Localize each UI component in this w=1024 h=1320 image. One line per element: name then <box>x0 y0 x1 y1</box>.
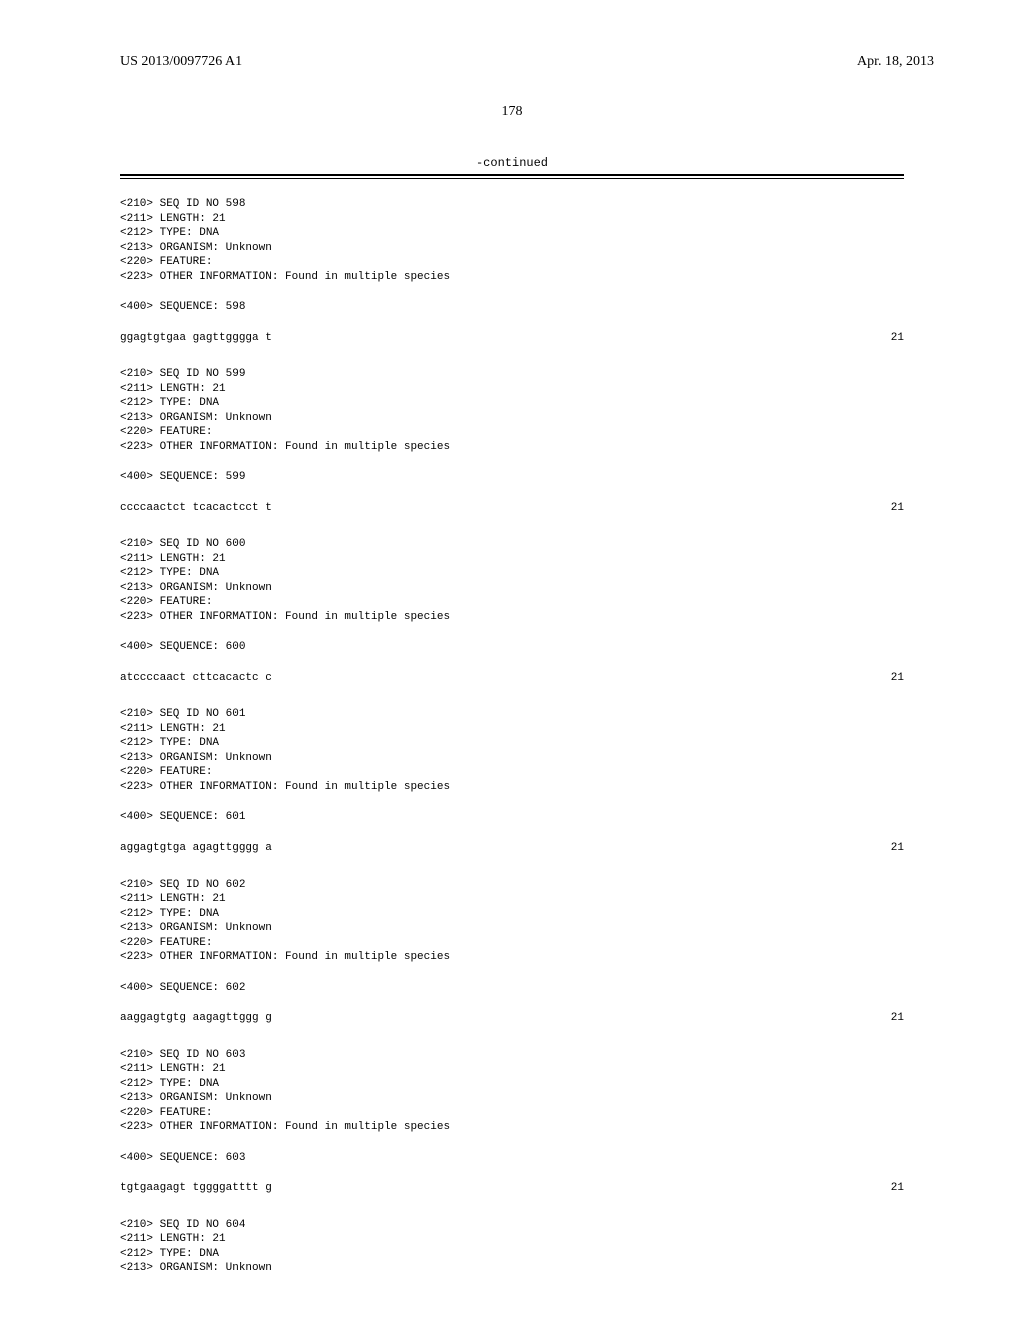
seq-header-line: <210> SEQ ID NO 599 <box>120 367 904 382</box>
seq-header-line: <211> LENGTH: 21 <box>120 382 904 397</box>
seq-len: 21 <box>891 1181 904 1196</box>
seq-label-block: <400> SEQUENCE: 600 <box>120 640 904 655</box>
seq-label-block: <400> SEQUENCE: 598 <box>120 300 904 315</box>
seq-label: <400> SEQUENCE: 602 <box>120 981 904 996</box>
seq-label-block: <400> SEQUENCE: 603 <box>120 1151 904 1166</box>
seq-data-row: ccccaactct tcacactcct t 21 <box>120 501 904 516</box>
seq-header-line: <220> FEATURE: <box>120 425 904 440</box>
seq-header-line: <223> OTHER INFORMATION: Found in multip… <box>120 1120 904 1135</box>
seq-block: <210> SEQ ID NO 601 <211> LENGTH: 21 <21… <box>120 707 904 794</box>
seq-len: 21 <box>891 501 904 516</box>
seq-header-line: <213> ORGANISM: Unknown <box>120 1261 904 1276</box>
seq-label: <400> SEQUENCE: 603 <box>120 1151 904 1166</box>
seq-header-line: <212> TYPE: DNA <box>120 566 904 581</box>
seq-header-line: <220> FEATURE: <box>120 1106 904 1121</box>
page-header: US 2013/0097726 A1 Apr. 18, 2013 <box>0 0 1024 70</box>
seq-data-row: aggagtgtga agagttgggg a 21 <box>120 841 904 856</box>
seq-header-line: <210> SEQ ID NO 602 <box>120 878 904 893</box>
seq-header-line: <213> ORGANISM: Unknown <box>120 751 904 766</box>
seq-header-line: <211> LENGTH: 21 <box>120 1062 904 1077</box>
seq-header-line: <223> OTHER INFORMATION: Found in multip… <box>120 780 904 795</box>
seq-len: 21 <box>891 671 904 686</box>
seq-label-block: <400> SEQUENCE: 599 <box>120 470 904 485</box>
seq-data: aaggagtgtg aagagttggg g <box>120 1011 272 1026</box>
seq-data-row: ggagtgtgaa gagttgggga t 21 <box>120 331 904 346</box>
seq-block: <210> SEQ ID NO 602 <211> LENGTH: 21 <21… <box>120 878 904 965</box>
seq-header-line: <210> SEQ ID NO 600 <box>120 537 904 552</box>
seq-header-line: <212> TYPE: DNA <box>120 907 904 922</box>
seq-label: <400> SEQUENCE: 600 <box>120 640 904 655</box>
page-number: 178 <box>0 104 1024 120</box>
seq-header-line: <223> OTHER INFORMATION: Found in multip… <box>120 610 904 625</box>
seq-data: tgtgaagagt tggggatttt g <box>120 1181 272 1196</box>
seq-data-row: atccccaact cttcacactc c 21 <box>120 671 904 686</box>
seq-header-line: <211> LENGTH: 21 <box>120 892 904 907</box>
rule-top-thick <box>120 174 904 176</box>
seq-header-line: <220> FEATURE: <box>120 765 904 780</box>
seq-label: <400> SEQUENCE: 601 <box>120 810 904 825</box>
seq-header-line: <220> FEATURE: <box>120 255 904 270</box>
seq-header-line: <210> SEQ ID NO 601 <box>120 707 904 722</box>
seq-header-line: <211> LENGTH: 21 <box>120 1232 904 1247</box>
seq-header-line: <213> ORGANISM: Unknown <box>120 411 904 426</box>
seq-label-block: <400> SEQUENCE: 602 <box>120 981 904 996</box>
seq-block: <210> SEQ ID NO 600 <211> LENGTH: 21 <21… <box>120 537 904 624</box>
seq-header-line: <212> TYPE: DNA <box>120 226 904 241</box>
sequence-container: <210> SEQ ID NO 598 <211> LENGTH: 21 <21… <box>120 197 904 1276</box>
seq-header-line: <220> FEATURE: <box>120 595 904 610</box>
seq-len: 21 <box>891 841 904 856</box>
seq-data: ggagtgtgaa gagttgggga t <box>120 331 272 346</box>
seq-header-line: <210> SEQ ID NO 603 <box>120 1048 904 1063</box>
seq-label-block: <400> SEQUENCE: 601 <box>120 810 904 825</box>
seq-header-line: <212> TYPE: DNA <box>120 1077 904 1092</box>
seq-header-line: <212> TYPE: DNA <box>120 736 904 751</box>
seq-header-line: <211> LENGTH: 21 <box>120 552 904 567</box>
seq-header-line: <213> ORGANISM: Unknown <box>120 921 904 936</box>
seq-header-line: <213> ORGANISM: Unknown <box>120 581 904 596</box>
seq-header-line: <223> OTHER INFORMATION: Found in multip… <box>120 440 904 455</box>
seq-block: <210> SEQ ID NO 599 <211> LENGTH: 21 <21… <box>120 367 904 454</box>
seq-header-line: <213> ORGANISM: Unknown <box>120 241 904 256</box>
seq-block: <210> SEQ ID NO 598 <211> LENGTH: 21 <21… <box>120 197 904 284</box>
continued-label: -continued <box>0 156 1024 170</box>
seq-data-block: ggagtgtgaa gagttgggga t 21 <box>120 331 904 346</box>
seq-header-line: <220> FEATURE: <box>120 936 904 951</box>
seq-data-block: aggagtgtga agagttgggg a 21 <box>120 841 904 856</box>
seq-header-line: <223> OTHER INFORMATION: Found in multip… <box>120 270 904 285</box>
seq-header-line: <211> LENGTH: 21 <box>120 722 904 737</box>
rule-top-thin <box>120 178 904 179</box>
seq-label: <400> SEQUENCE: 598 <box>120 300 904 315</box>
seq-header-line: <212> TYPE: DNA <box>120 1247 904 1262</box>
header-left: US 2013/0097726 A1 <box>120 54 242 70</box>
seq-data-block: ccccaactct tcacactcct t 21 <box>120 501 904 516</box>
seq-data-block: atccccaact cttcacactc c 21 <box>120 671 904 686</box>
seq-block: <210> SEQ ID NO 604 <211> LENGTH: 21 <21… <box>120 1218 904 1276</box>
seq-data-block: aaggagtgtg aagagttggg g 21 <box>120 1011 904 1026</box>
seq-data: aggagtgtga agagttgggg a <box>120 841 272 856</box>
seq-len: 21 <box>891 1011 904 1026</box>
seq-header-line: <210> SEQ ID NO 598 <box>120 197 904 212</box>
seq-data-block: tgtgaagagt tggggatttt g 21 <box>120 1181 904 1196</box>
seq-len: 21 <box>891 331 904 346</box>
seq-data: ccccaactct tcacactcct t <box>120 501 272 516</box>
seq-header-line: <210> SEQ ID NO 604 <box>120 1218 904 1233</box>
seq-header-line: <211> LENGTH: 21 <box>120 212 904 227</box>
seq-header-line: <212> TYPE: DNA <box>120 396 904 411</box>
seq-data-row: aaggagtgtg aagagttggg g 21 <box>120 1011 904 1026</box>
seq-data-row: tgtgaagagt tggggatttt g 21 <box>120 1181 904 1196</box>
seq-header-line: <223> OTHER INFORMATION: Found in multip… <box>120 950 904 965</box>
seq-block: <210> SEQ ID NO 603 <211> LENGTH: 21 <21… <box>120 1048 904 1135</box>
seq-label: <400> SEQUENCE: 599 <box>120 470 904 485</box>
seq-header-line: <213> ORGANISM: Unknown <box>120 1091 904 1106</box>
seq-data: atccccaact cttcacactc c <box>120 671 272 686</box>
header-right: Apr. 18, 2013 <box>857 54 934 70</box>
